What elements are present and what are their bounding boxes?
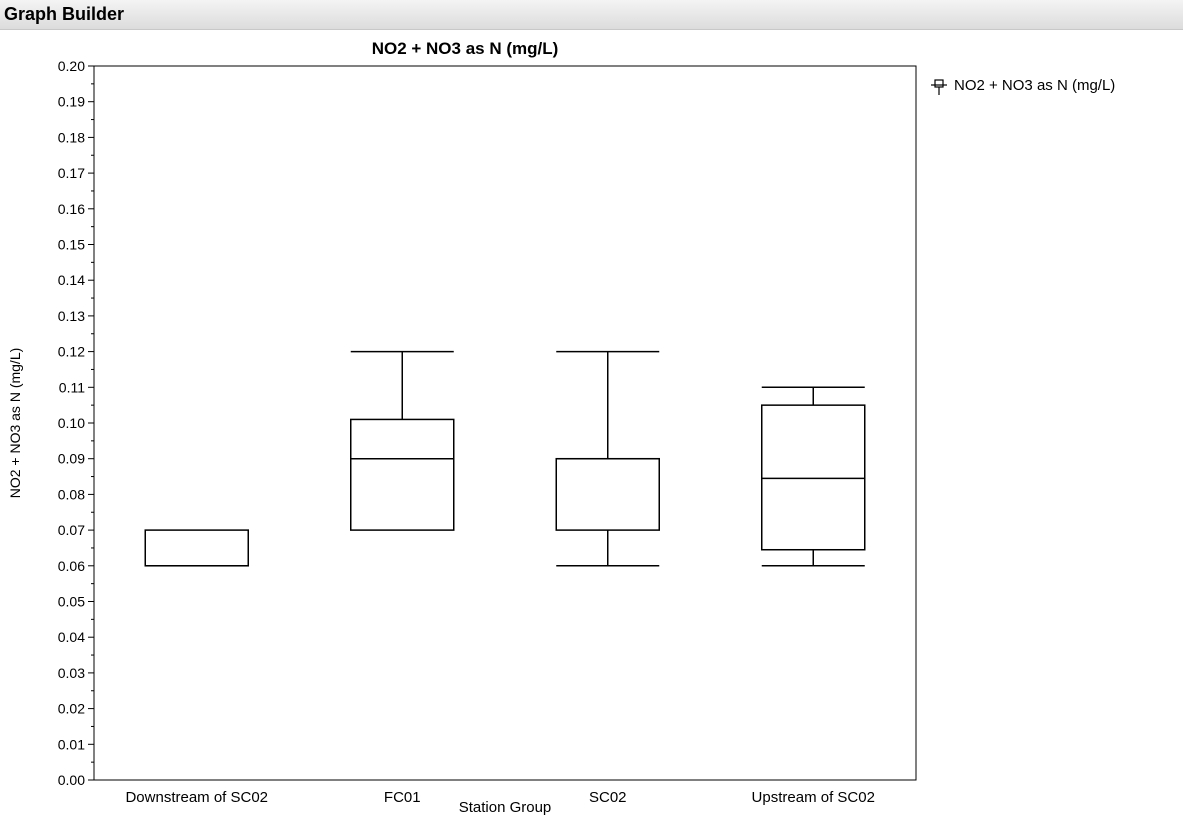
x-tick-label: Upstream of SC02	[752, 789, 875, 806]
x-tick-label: Downstream of SC02	[125, 789, 268, 806]
box-series	[144, 350, 866, 567]
y-tick-label: 0.00	[58, 772, 85, 788]
box-0	[144, 529, 249, 567]
box-iqr	[350, 418, 455, 531]
y-axis-label: NO2 + NO3 as N (mg/L)	[7, 348, 23, 499]
box-plot-chart: NO2 + NO3 as N (mg/L) 0.000.010.020.030.…	[7, 39, 1115, 816]
y-tick-label: 0.16	[58, 201, 85, 217]
y-tick-label: 0.13	[58, 308, 85, 324]
y-tick-label: 0.05	[58, 594, 85, 610]
y-axis: 0.00 0.01 0.02 0.03 0.04 0.05 0.06 0.07 0.08 0.09…	[58, 58, 94, 788]
y-tick-label: 0.09	[58, 451, 85, 467]
legend-label: NO2 + NO3 as N (mg/L)	[954, 77, 1115, 94]
box-plot-icon	[931, 79, 947, 95]
y-tick-label: 0.18	[58, 129, 85, 145]
y-tick-label: 0.15	[58, 237, 85, 253]
window-title: Graph Builder	[4, 4, 125, 24]
x-axis: Downstream of SC02 FC01 SC02 Upstream of SC…	[125, 789, 874, 806]
y-tick-label: 0.19	[58, 94, 85, 110]
box-3	[761, 386, 866, 567]
y-tick-label: 0.14	[58, 272, 85, 288]
y-tick-label: 0.03	[58, 665, 85, 681]
y-tick-label: 0.07	[58, 522, 85, 538]
y-tick-label: 0.08	[58, 486, 85, 502]
y-tick-label: 0.20	[58, 58, 85, 74]
box-2	[555, 350, 660, 567]
box-iqr	[761, 404, 866, 551]
x-tick-label: FC01	[384, 789, 421, 806]
x-tick-label: SC02	[589, 789, 627, 806]
box-iqr	[144, 529, 249, 567]
y-tick-label: 0.17	[58, 165, 85, 181]
y-tick-label: 0.10	[58, 415, 85, 431]
y-tick-label: 0.02	[58, 701, 85, 717]
x-axis-label: Station Group	[459, 799, 552, 816]
y-tick-label: 0.01	[58, 736, 85, 752]
chart-title: NO2 + NO3 as N (mg/L)	[372, 39, 559, 58]
y-tick-label: 0.06	[58, 558, 85, 574]
title-bar: Graph Builder	[0, 0, 1183, 30]
y-tick-label: 0.11	[59, 379, 85, 395]
y-tick-label: 0.12	[58, 344, 85, 360]
box-iqr	[555, 457, 660, 531]
box-1	[350, 350, 455, 531]
legend[interactable]: NO2 + NO3 as N (mg/L)	[931, 77, 1115, 95]
y-tick-label: 0.04	[58, 629, 85, 645]
